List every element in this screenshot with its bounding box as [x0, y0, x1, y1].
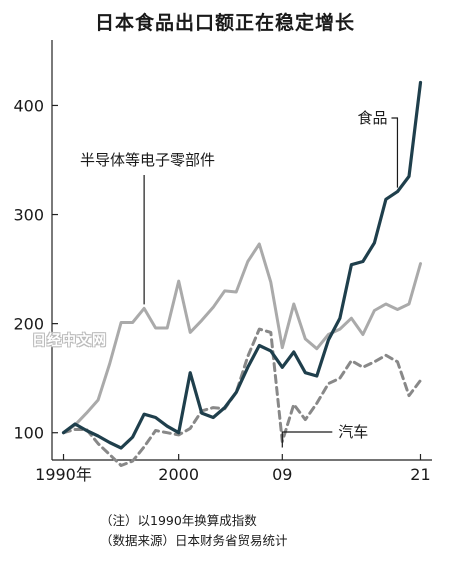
y-axis-ticks: 100 200 300 400 [13, 96, 58, 443]
note-data-source: （数据来源）日本财务省贸易统计 [100, 533, 288, 548]
x-tick-label: 21 [410, 465, 430, 484]
series-line-0 [61, 80, 423, 450]
series-label-auto: 汽车 [338, 423, 368, 441]
x-tick-label: 2000 [158, 465, 199, 484]
x-tick-label: 09 [272, 465, 292, 484]
y-tick-label: 400 [13, 96, 44, 115]
axes [51, 40, 432, 461]
y-tick-label: 300 [13, 206, 44, 225]
series-line-2 [62, 327, 422, 467]
series-label-semiconductor: 半导体等电子零部件 [80, 151, 215, 169]
x-axis-ticks: 1990年 2000 09 21 [35, 454, 431, 484]
callout-leader-food [391, 117, 399, 188]
watermark: 日经中文网 [32, 333, 107, 349]
series-label-food: 食品 [357, 109, 387, 127]
series-lines [61, 80, 423, 467]
callout-leader-auto [281, 431, 333, 448]
y-tick-label: 200 [13, 315, 44, 334]
y-tick-label: 100 [13, 424, 44, 443]
x-tick-label: 1990年 [35, 465, 92, 484]
series-line-1 [62, 242, 422, 435]
chart-title: 日本食品出口额正在稳定增长 [94, 12, 355, 34]
note-index-basis: （注）以1990年换算成指数 [100, 513, 257, 528]
